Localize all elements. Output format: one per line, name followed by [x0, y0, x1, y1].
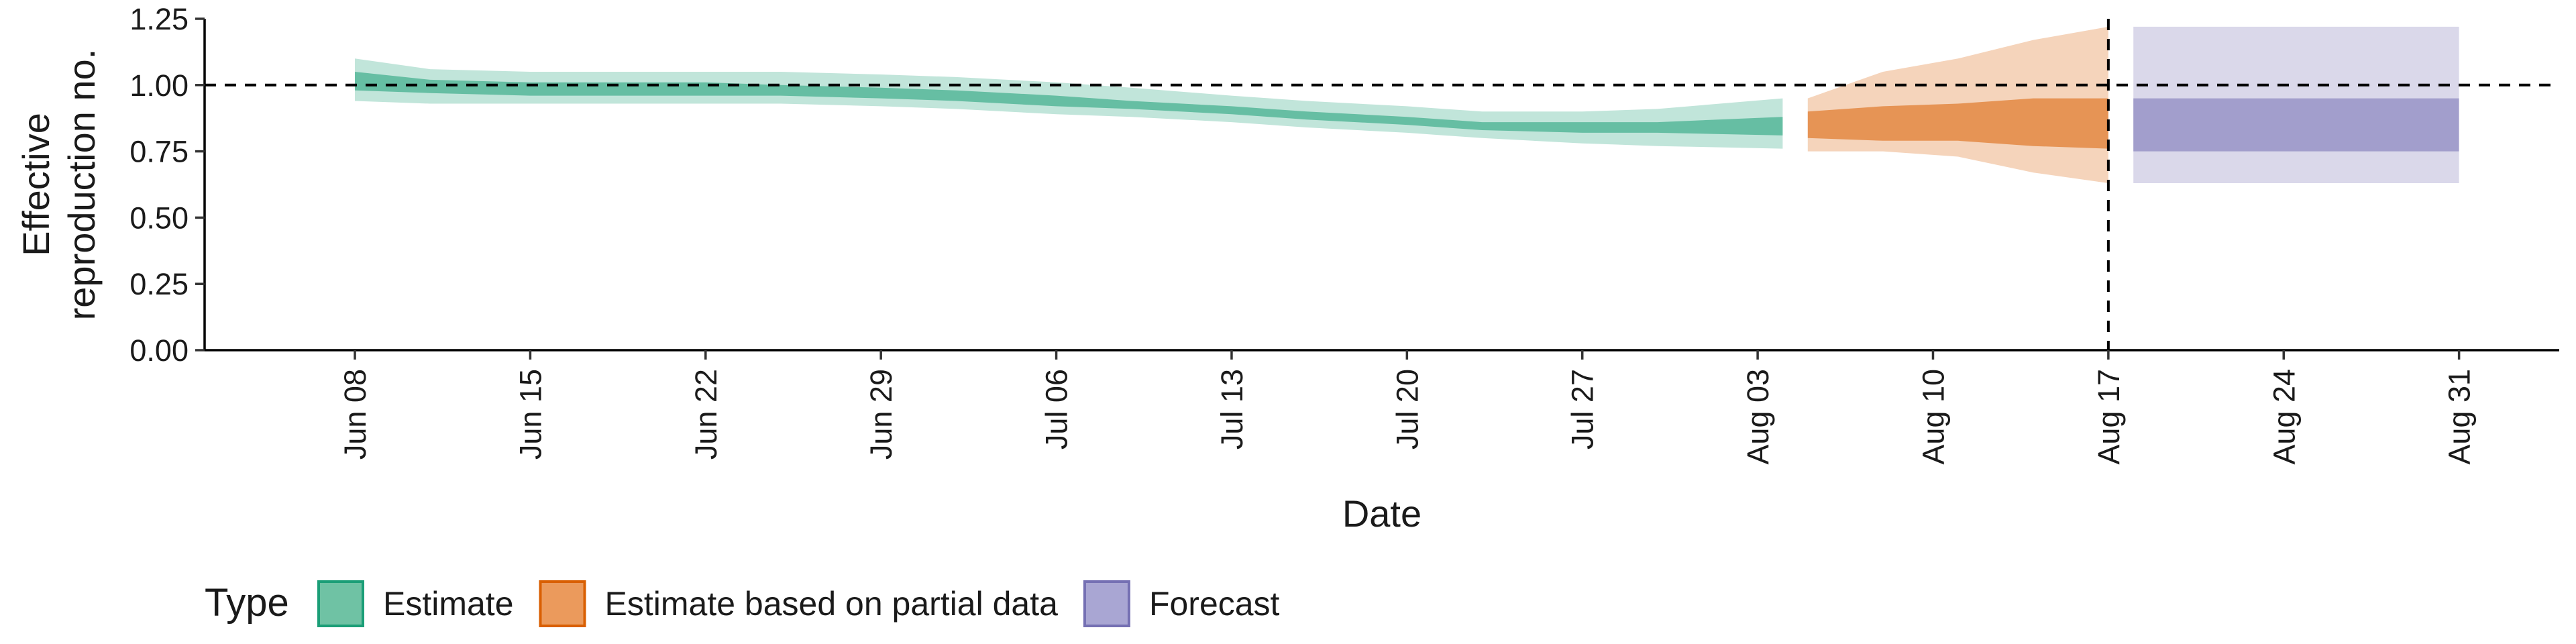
- x-tick-label: Jun 22: [689, 369, 723, 460]
- legend-label: Estimate based on partial data: [605, 585, 1059, 623]
- y-tick-label: 1.25: [129, 2, 189, 36]
- legend: Type Estimate Estimate based on partial da…: [205, 580, 1280, 627]
- x-tick-label: Jul 20: [1390, 369, 1424, 449]
- x-axis-title: Date: [1342, 492, 1421, 535]
- legend-item-estimate-based-on-partial-data: Estimate based on partial data: [539, 580, 1059, 627]
- series-forecast: [2133, 26, 2459, 184]
- y-tick-label: 0.75: [129, 135, 189, 169]
- x-tick-label: Aug 10: [1917, 369, 1951, 465]
- legend-swatch: [317, 580, 364, 627]
- y-tick-label: 0.50: [129, 201, 189, 235]
- x-tick-label: Aug 31: [2443, 369, 2477, 465]
- axes-layer: [195, 17, 2559, 360]
- legend-swatch: [539, 580, 586, 627]
- band-50-estimate: [355, 72, 1783, 136]
- y-tick-label: 1.00: [129, 68, 189, 103]
- y-axis-title-line: Effective: [15, 113, 57, 256]
- y-tick-label: 0.25: [129, 267, 189, 301]
- legend-title: Type: [205, 581, 289, 625]
- x-tick-label: Jul 06: [1040, 369, 1074, 449]
- labels-layer: 0.00 0.25 0.50 0.75 1.00 1.25 Jun 08 Jun 15 Jun …: [15, 2, 2477, 535]
- y-axis-title-line: reproduction no.: [60, 49, 103, 321]
- x-tick-label: Aug 03: [1741, 369, 1775, 465]
- x-tick-label: Jul 27: [1566, 369, 1600, 449]
- bands-layer: [355, 26, 2459, 184]
- y-tick-label: 0.00: [129, 333, 189, 368]
- series-estimate-based-on-partial-data: [1807, 26, 2108, 184]
- band-50-forecast: [2133, 98, 2459, 152]
- x-tick-label: Jun 08: [338, 369, 372, 460]
- x-tick-label: Jun 29: [864, 369, 898, 460]
- y-axis-title: Effectivereproduction no.: [15, 49, 103, 321]
- legend-label: Estimate: [383, 585, 514, 623]
- legend-label: Forecast: [1149, 585, 1280, 623]
- band-50-estimate-based-on-partial-data: [1807, 98, 2108, 149]
- x-tick-label: Aug 17: [2092, 369, 2126, 465]
- legend-item-forecast: Forecast: [1083, 580, 1280, 627]
- series-estimate: [355, 58, 1783, 149]
- x-tick-label: Jun 15: [513, 369, 547, 460]
- x-tick-label: Aug 24: [2267, 369, 2301, 465]
- legend-swatch: [1083, 580, 1130, 627]
- legend-item-estimate: Estimate: [317, 580, 514, 627]
- x-tick-label: Jul 13: [1215, 369, 1249, 449]
